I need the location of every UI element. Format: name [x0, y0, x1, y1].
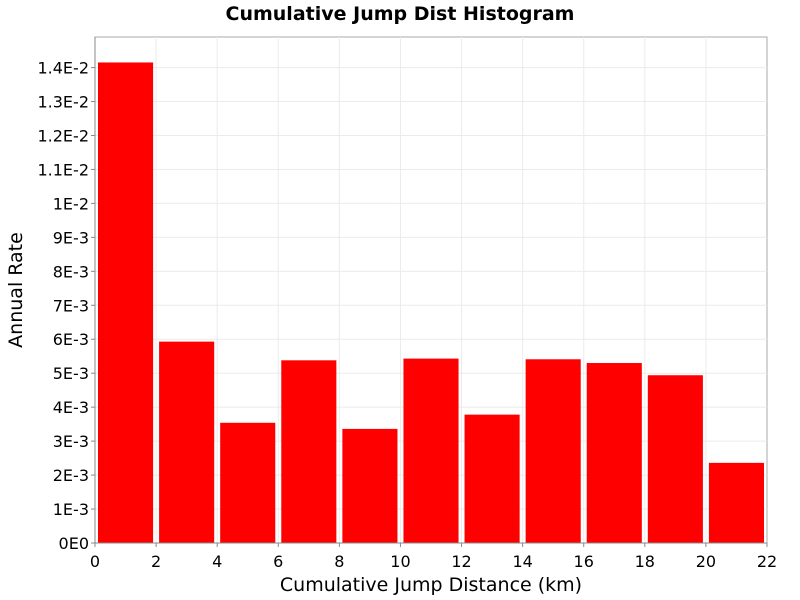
x-tick-label: 0 — [90, 552, 100, 571]
y-tick-label: 3E-3 — [53, 432, 89, 451]
x-tick-label: 10 — [390, 552, 410, 571]
x-tick-label: 4 — [212, 552, 222, 571]
y-tick-label: 1E-3 — [53, 500, 89, 519]
y-tick-label: 1.1E-2 — [37, 160, 89, 179]
x-tick-label: 18 — [635, 552, 655, 571]
histogram-bar — [98, 62, 154, 544]
histogram-bar — [647, 375, 703, 543]
y-tick-label: 7E-3 — [53, 296, 89, 315]
y-tick-label: 1E-2 — [53, 194, 89, 213]
bars — [98, 62, 764, 544]
histogram-bar — [464, 414, 520, 543]
y-tick-label: 2E-3 — [53, 466, 89, 485]
x-tick-label: 2 — [151, 552, 161, 571]
histogram-bar — [159, 341, 215, 543]
histogram-bar — [342, 428, 398, 543]
histogram-bar — [281, 360, 337, 543]
histogram-bar — [403, 358, 459, 543]
histogram-bar — [220, 422, 276, 543]
histogram-bar — [586, 363, 642, 543]
chart-title: Cumulative Jump Dist Histogram — [226, 3, 575, 25]
y-tick-label: 1.4E-2 — [37, 59, 89, 78]
x-tick-label: 6 — [273, 552, 283, 571]
x-tick-label: 20 — [696, 552, 716, 571]
x-tick-label: 14 — [512, 552, 532, 571]
y-tick-label: 4E-3 — [53, 398, 89, 417]
y-tick-label: 9E-3 — [53, 228, 89, 247]
y-tick-label: 1.3E-2 — [37, 93, 89, 112]
x-tick-label: 8 — [334, 552, 344, 571]
x-axis-title: Cumulative Jump Distance (km) — [280, 574, 582, 596]
x-tick-label: 12 — [451, 552, 471, 571]
y-axis-title: Annual Rate — [5, 232, 27, 348]
y-tick-label: 1.2E-2 — [37, 126, 89, 145]
x-tick-label: 22 — [757, 552, 777, 571]
histogram-bar — [708, 462, 764, 543]
y-tick-label: 6E-3 — [53, 330, 89, 349]
y-axis-ticks: 0E0 1E-3 2E-3 3E-3 4E-3 5E-3 6E-3 7E-3 8E-3 9E-3 1… — [37, 59, 95, 553]
y-tick-label: 0E0 — [59, 534, 89, 553]
y-tick-label: 8E-3 — [53, 262, 89, 281]
x-axis-ticks: 0 2 4 6 8 10 12 14 16 18 20 22 — [90, 543, 777, 571]
x-tick-label: 16 — [574, 552, 594, 571]
y-tick-label: 5E-3 — [53, 364, 89, 383]
histogram-bar — [525, 359, 581, 543]
